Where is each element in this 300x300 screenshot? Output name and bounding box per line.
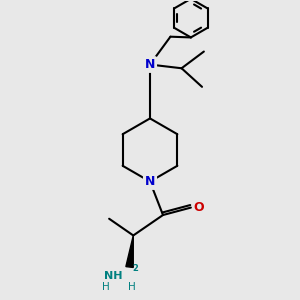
Text: N: N (145, 175, 155, 188)
Text: 2: 2 (132, 264, 138, 273)
Text: NH: NH (103, 271, 122, 281)
Text: H: H (101, 283, 109, 292)
Text: N: N (145, 58, 155, 71)
Text: H: H (128, 283, 135, 292)
Text: O: O (194, 201, 205, 214)
Polygon shape (126, 236, 133, 268)
